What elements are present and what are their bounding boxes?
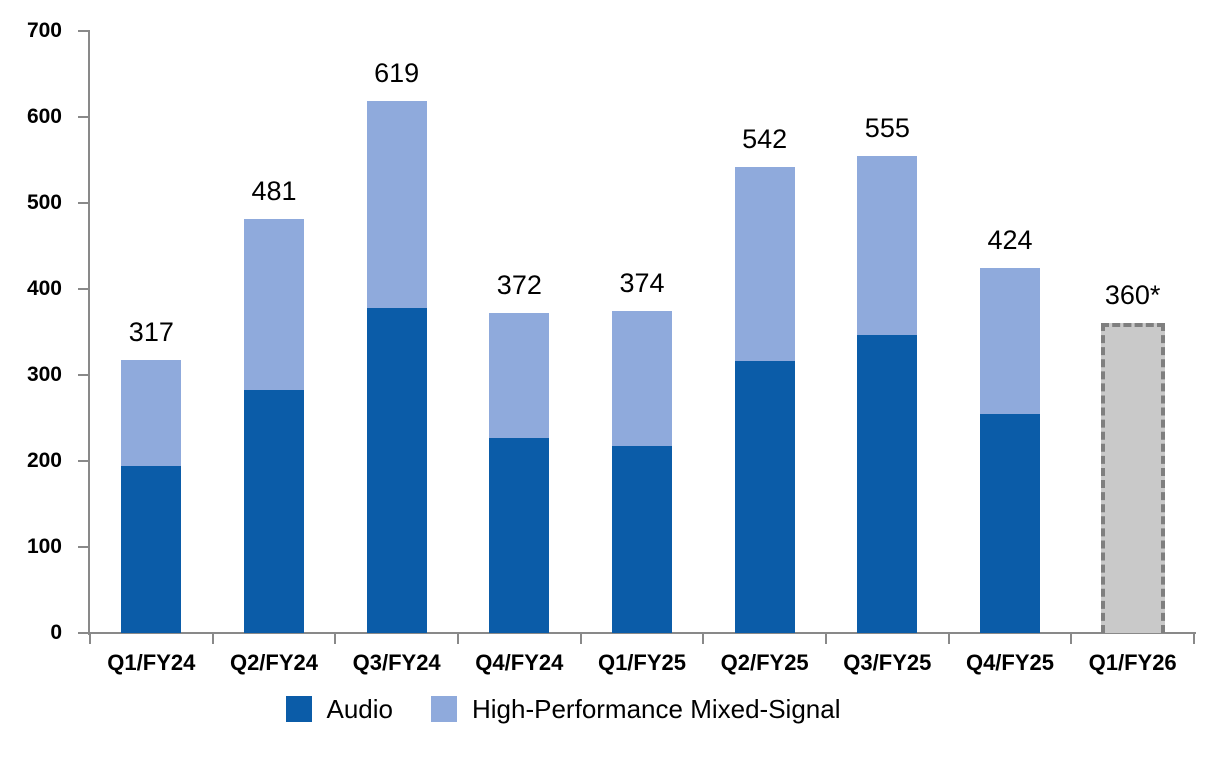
y-axis-tick (78, 30, 90, 32)
legend-swatch-hpms (431, 696, 457, 722)
x-axis-label: Q4/FY25 (965, 650, 1054, 675)
y-axis-tick-label: 100 (26, 535, 62, 558)
bar-total-label: 374 (619, 268, 665, 299)
y-axis-tick (78, 374, 90, 376)
x-axis-label: Q3/FY25 (843, 650, 932, 675)
x-axis-tick (457, 633, 459, 644)
bar-segment-hpms (980, 268, 1040, 414)
y-axis-tick (78, 202, 90, 204)
bar-total-label: 555 (864, 112, 910, 143)
bar-segment-audio (734, 361, 795, 633)
x-axis-label: Q1/FY24 (107, 650, 196, 675)
x-axis-tick (702, 633, 705, 644)
bar-total-label: 481 (251, 176, 297, 207)
bar-segment-hpms (489, 313, 550, 438)
bar-segment-hpms (366, 100, 427, 308)
legend-swatch-audio (285, 696, 312, 722)
x-axis-label: Q4/FY24 (475, 650, 564, 675)
bar-segment-audio (366, 307, 427, 633)
y-axis-tick (78, 546, 90, 548)
bar-segment-audio (489, 437, 550, 633)
y-axis-tick (78, 632, 90, 634)
bar-segment-hpms (121, 360, 182, 467)
bar-segment-audio (121, 466, 182, 633)
legend-item-audio: Audio (285, 694, 394, 724)
x-axis-label: Q2/FY25 (720, 650, 809, 675)
y-axis-tick-label: 0 (50, 621, 62, 644)
bar-segment-audio (612, 445, 672, 633)
x-axis-tick (334, 633, 337, 644)
y-axis-tick-label: 600 (26, 105, 62, 128)
legend-label-audio: Audio (326, 694, 394, 724)
x-axis-tick (947, 633, 950, 644)
legend-label-hpms: High-Performance Mixed-Signal (472, 694, 841, 724)
bar-segment-audio (980, 413, 1040, 633)
x-axis-tick (579, 633, 582, 644)
x-axis-label: Q1/FY26 (1088, 650, 1177, 675)
y-axis-tick (78, 116, 90, 118)
bar-total-label: 424 (987, 225, 1033, 256)
y-axis-line (88, 30, 90, 635)
forecast-bar (1100, 323, 1165, 633)
y-axis-tick-label: 700 (26, 19, 62, 42)
x-axis-tick (211, 633, 214, 644)
y-axis-tick-label: 300 (26, 363, 62, 386)
legend: Audio High-Performance Mixed-Signal (0, 694, 1126, 724)
bar-total-label: 372 (496, 270, 542, 301)
y-axis-tick (78, 288, 90, 290)
y-axis-tick-label: 200 (26, 449, 62, 472)
x-axis-tick (825, 633, 827, 644)
x-axis-tick (1193, 633, 1195, 644)
bar-segment-audio (857, 335, 918, 633)
y-axis-tick-label: 500 (26, 191, 62, 214)
x-axis-tick (1070, 633, 1073, 644)
y-axis-tick-label: 400 (26, 277, 62, 300)
bar-total-label: 360* (1104, 280, 1161, 311)
bar-segment-hpms (734, 166, 795, 362)
x-axis-label: Q1/FY25 (597, 650, 686, 675)
bar-total-label: 542 (742, 123, 788, 154)
x-axis-label: Q3/FY24 (352, 650, 441, 675)
bar-segment-hpms (612, 311, 672, 446)
bar-segment-hpms (244, 219, 304, 390)
bar-segment-hpms (857, 155, 918, 336)
x-axis-label: Q2/FY24 (229, 650, 318, 675)
bar-total-label: 619 (374, 57, 420, 88)
bar-segment-audio (244, 389, 304, 633)
legend-item-hpms: High-Performance Mixed-Signal (431, 694, 840, 724)
x-axis-tick (89, 633, 91, 644)
bar-total-label: 317 (128, 317, 174, 348)
y-axis-tick (78, 460, 90, 462)
x-axis-line (78, 632, 1196, 634)
